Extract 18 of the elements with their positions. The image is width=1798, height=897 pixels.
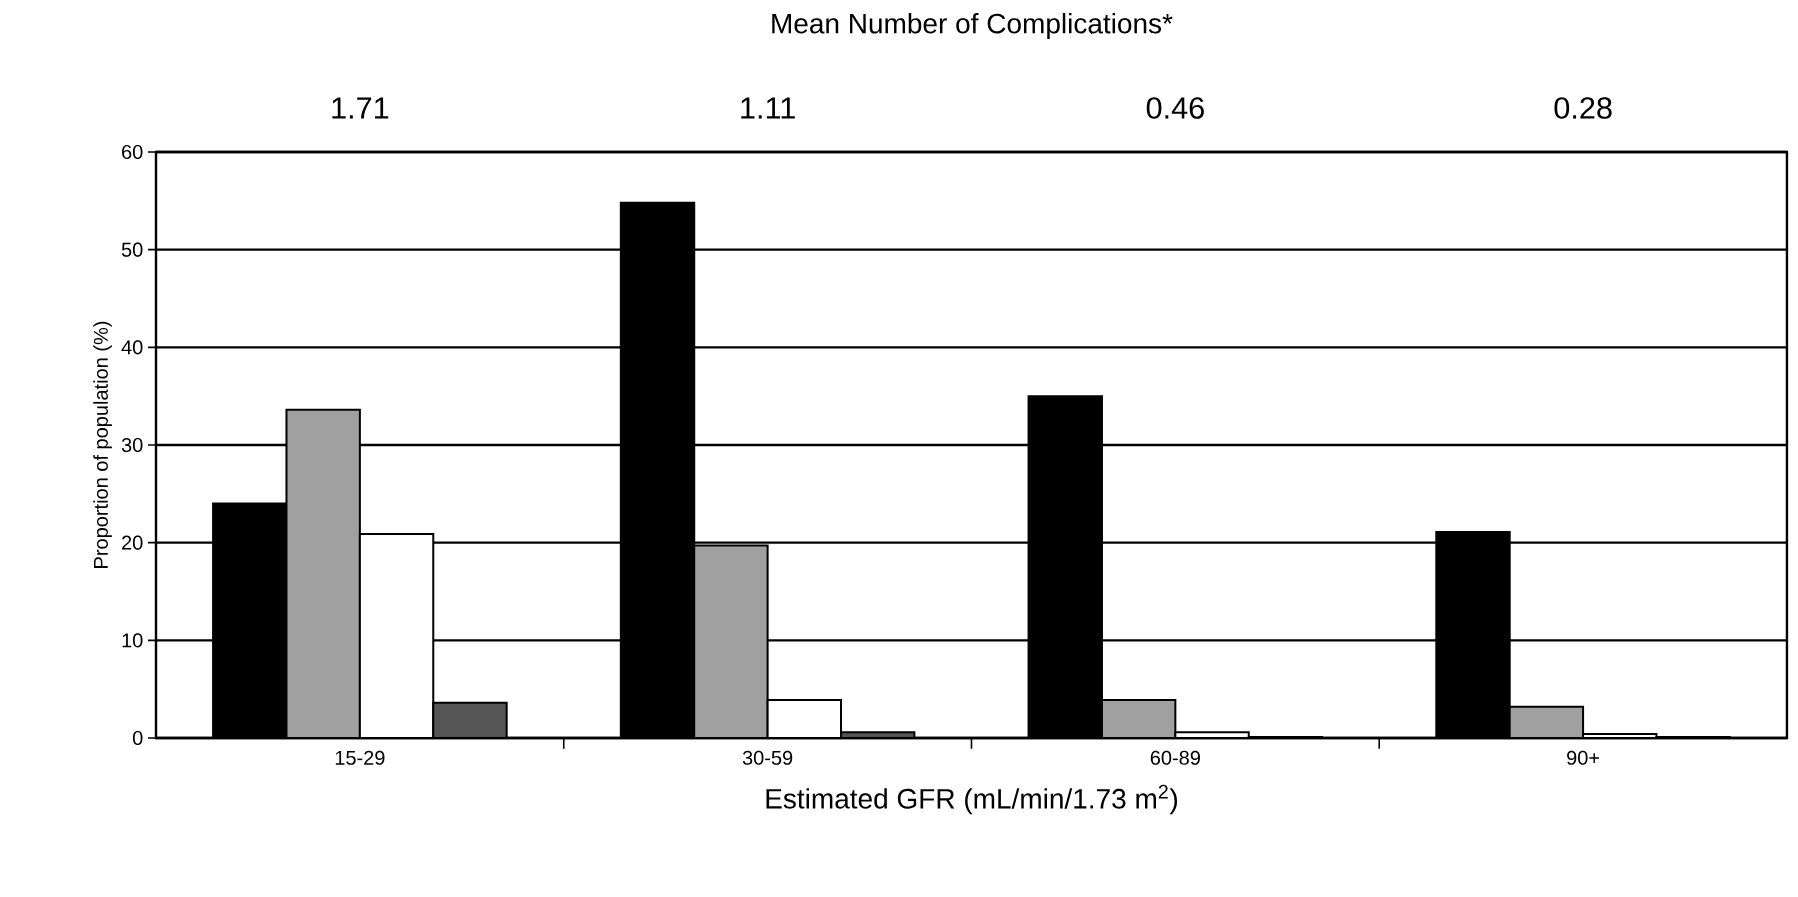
y-tick-label: 60 <box>122 144 143 160</box>
y-tick-label: 30 <box>121 437 143 453</box>
y-tick-label: 20 <box>122 535 143 550</box>
y-tick-label: 10 <box>122 633 143 648</box>
text: 1.11 <box>741 97 795 119</box>
x-tick-label: 60-89 <box>1150 750 1200 765</box>
y-tick-label: 50 <box>121 242 143 257</box>
x-tick-label: 15-29 <box>335 750 385 765</box>
text: 0.28 <box>1554 97 1612 119</box>
chart-title: Mean Number of Complications* <box>772 12 1173 40</box>
x-tick-label: 90+ <box>1567 750 1600 765</box>
x-axis-title: Estimated GFR (mL/min/1.73 m$^{2}$) <box>766 784 1178 815</box>
text: 0.46 <box>1146 97 1204 119</box>
y-axis-title: Proportion of population (%) <box>93 321 112 568</box>
text: 1.71 <box>332 97 389 119</box>
y-tick-label: 0 <box>132 730 143 746</box>
y-tick-label: 40 <box>121 340 143 355</box>
x-tick-label: 30-59 <box>742 750 793 765</box>
